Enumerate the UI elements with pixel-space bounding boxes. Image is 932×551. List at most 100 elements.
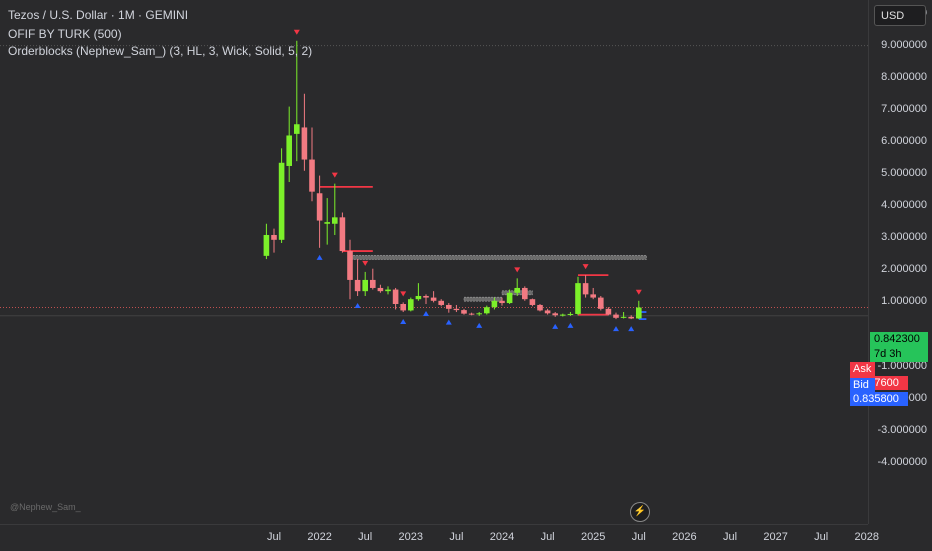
watermark: @Nephew_Sam_ [10,502,81,512]
candle-body-14 [370,279,376,288]
price-tick-label: 4.000000 [881,199,927,212]
candle-body-18 [400,304,406,311]
pivot-high-marker-icon-4 [514,267,521,273]
candle-body-28 [476,313,482,315]
breaker-block-2 [349,255,647,260]
time-tick-label: 2027 [763,531,788,543]
price-tick-label: 7.000000 [881,102,927,115]
candle-body-47 [620,316,627,318]
candle-body-0 [263,234,270,256]
candle-body-1 [271,234,277,240]
price-tick-label: 9.000000 [881,38,927,51]
price-tick-label: -4.000000 [877,455,927,468]
candle-body-27 [468,313,475,315]
candle-body-3 [286,135,292,166]
candle-body-25 [453,308,460,311]
candle-body-36 [537,304,543,311]
candle-body-49 [636,307,642,319]
candlestick-chart[interactable] [0,0,868,524]
pivot-low-marker-icon-4 [445,319,452,325]
candle-body-4 [294,124,300,134]
candle-body-23 [438,300,444,305]
pivot-high-marker-icon-0 [293,29,300,35]
price-axis[interactable]: 10.0000009.0000008.0000007.0000006.00000… [868,0,932,524]
bolt-icon[interactable]: ⚡ [630,502,650,522]
time-tick-label: 2025 [580,531,606,543]
candle-body-35 [529,299,536,305]
pivot-high-marker-icon-3 [400,291,407,297]
candle-body-15 [377,287,384,292]
time-tick-label: Jul [266,531,282,543]
pivot-low-marker-icon-6 [552,323,559,329]
time-tick-label: Jul [449,531,464,543]
pivot-low-marker-icon-0 [316,254,323,260]
candle-body-9 [332,217,338,224]
price-tick-label: 6.000000 [881,134,927,147]
candle-body-20 [415,295,422,300]
price-tick-label: -3.000000 [877,423,927,436]
price-tick-label: 2.000000 [881,263,927,276]
last-price-label: 0.842300 7d 3h [870,332,928,362]
candle-body-38 [552,313,558,316]
candle-body-16 [385,289,391,292]
pivot-high-marker-icon-5 [582,264,589,270]
candle-body-43 [590,294,596,298]
pivot-high-marker-icon-2 [362,260,369,266]
candle-body-24 [446,304,452,309]
candle-body-17 [392,289,399,305]
candle-body-19 [408,299,414,311]
candle-body-46 [613,314,619,318]
pivot-low-marker-icon-1 [354,302,361,308]
pivot-low-marker-icon-5 [476,322,483,328]
candle-body-10 [339,217,346,252]
currency-selector-button[interactable]: USD [874,5,926,26]
candle-body-12 [354,279,361,292]
price-tick-label: 1.000000 [881,295,927,308]
candle-body-45 [605,308,612,315]
time-tick-label: Jul [540,531,555,543]
chart-area[interactable]: Tezos / U.S. Dollar · 1M · GEMINI OFIF B… [0,0,868,524]
pivot-low-marker-icon-8 [613,326,619,332]
indicator-legend-ofif[interactable]: OFIF BY TURK (500) [8,27,122,41]
time-axis[interactable]: Jul 2022 Jul 2023 Jul 2024 Jul 2025 Jul 2026 Jul 20… [0,524,879,551]
candle-body-6 [309,159,315,192]
indicator-legend-orderblocks[interactable]: Orderblocks (Nephew_Sam_) (3, HL, 3, Wic… [8,44,313,58]
candle-body-11 [347,251,353,280]
candle-body-13 [362,279,368,292]
time-tick-label: Jul [814,531,829,543]
time-tick-label: Jul [358,531,373,543]
candle-body-2 [278,162,285,240]
pivot-low-marker-icon-7 [567,322,574,328]
time-tick-label: 2024 [489,531,515,543]
candle-body-33 [514,287,520,293]
ask-price-row: Ask0.837600 [850,362,932,390]
breaker-block-4 [463,296,503,302]
candle-body-26 [461,310,467,314]
price-tick-label: 3.000000 [881,231,927,244]
bid-price-row: Bid0.835800 [850,378,932,406]
candle-body-41 [575,283,581,314]
candle-body-29 [484,307,490,314]
candle-body-8 [324,222,330,224]
candle-body-7 [316,193,323,221]
candle-body-44 [598,297,604,309]
pivot-low-marker-icon-3 [423,311,429,317]
candle-countdown: 7d 3h [874,348,902,360]
candle-body-42 [582,283,589,295]
price-tick-label: 5.000000 [881,167,927,179]
chart-title[interactable]: Tezos / U.S. Dollar · 1M · GEMINI [8,8,189,22]
pivot-high-marker-icon-6 [635,289,642,295]
candle-body-31 [499,300,505,304]
pivot-high-marker-icon-1 [331,172,338,178]
pivot-low-marker-icon-9 [628,326,635,332]
candle-body-34 [522,287,528,300]
candle-body-39 [560,314,566,316]
candle-body-48 [628,316,634,319]
candle-body-37 [544,310,551,314]
time-tick-label: 2022 [307,531,332,543]
candle-body-40 [567,313,574,315]
time-tick-label: Jul [722,531,738,543]
pivot-low-marker-icon-2 [400,319,407,325]
time-tick-label: 2023 [398,531,424,543]
price-tick-label: 8.000000 [881,70,927,83]
